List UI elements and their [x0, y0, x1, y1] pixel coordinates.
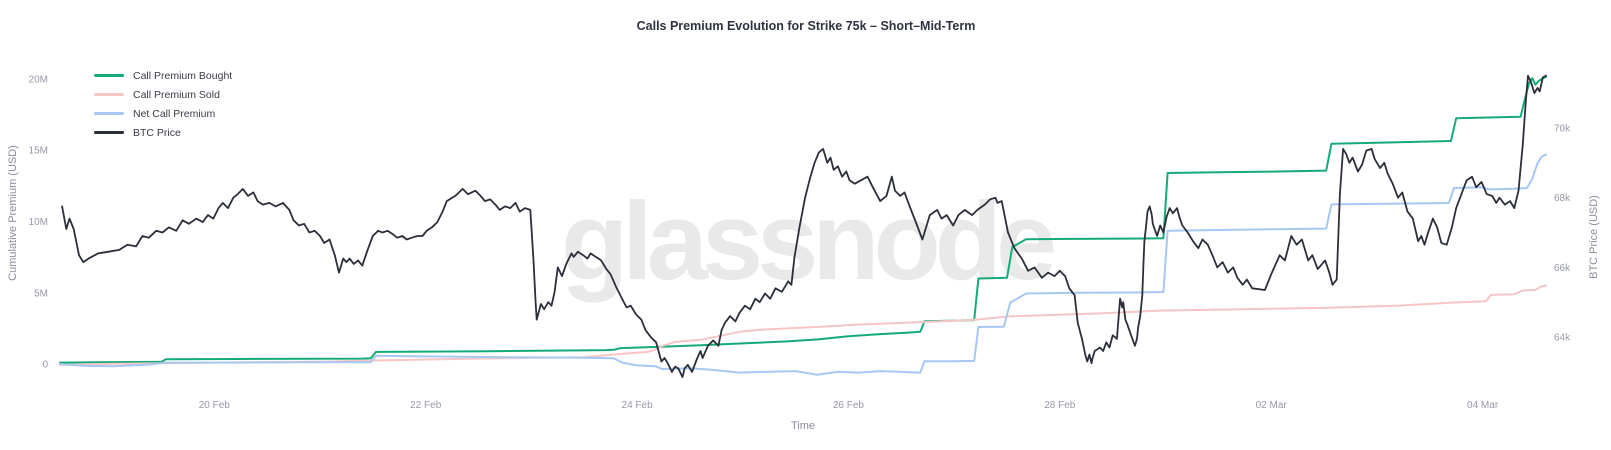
legend-swatch-blue [94, 112, 124, 115]
glassnode-watermark: glassnode [561, 180, 1054, 303]
y-left-tick-label: 0 [42, 360, 48, 371]
legend-swatch-black [94, 131, 124, 134]
x-tick-label: 22 Feb [410, 400, 442, 411]
series-line-net-call-premium [59, 153, 1547, 376]
y-left-tick-label: 20M [29, 75, 48, 86]
legend-swatch-pink [94, 93, 124, 96]
axis-ticks: 20 Feb 22 Feb 24 Feb 26 Feb 28 Feb 02 Mar 04 M… [29, 75, 1572, 412]
legend-swatch-green [94, 74, 124, 77]
x-tick-label: 26 Feb [833, 400, 865, 411]
y-axis-right-title: BTC Price (USD) [1588, 195, 1600, 279]
y-right-tick-label: 66k [1554, 263, 1571, 274]
x-tick-label: 04 Mar [1467, 400, 1499, 411]
legend-label: Net Call Premium [133, 107, 216, 120]
chart-title: Calls Premium Evolution for Strike 75k –… [637, 19, 976, 33]
series-line-call-premium-sold [59, 284, 1547, 366]
x-tick-label: 20 Feb [199, 400, 231, 411]
legend-item-call-premium-bought[interactable]: Call Premium Bought [94, 68, 232, 83]
y-right-tick-label: 64k [1554, 333, 1571, 344]
y-left-tick-label: 10M [29, 217, 48, 228]
legend-label: Call Premium Sold [133, 88, 220, 101]
y-axis-left-title: Cumulative Premium (USD) [7, 145, 19, 281]
legend: Call Premium Bought Call Premium Sold Ne… [94, 68, 232, 140]
legend-label: Call Premium Bought [133, 69, 233, 82]
x-tick-label: 24 Feb [622, 400, 654, 411]
series-line-btc-price [61, 74, 1547, 379]
legend-item-call-premium-sold[interactable]: Call Premium Sold [94, 87, 232, 102]
legend-item-net-call-premium[interactable]: Net Call Premium [94, 106, 232, 121]
x-tick-label: 28 Feb [1044, 400, 1076, 411]
series-lines [59, 74, 1547, 379]
legend-label: BTC Price [133, 126, 181, 139]
y-right-tick-label: 68k [1554, 193, 1571, 204]
legend-item-btc-price[interactable]: BTC Price [94, 125, 232, 140]
x-tick-label: 02 Mar [1256, 400, 1288, 411]
x-axis-title: Time [791, 420, 815, 432]
y-left-tick-label: 5M [34, 288, 48, 299]
y-left-tick-label: 15M [29, 146, 48, 157]
y-right-tick-label: 70k [1554, 124, 1571, 135]
